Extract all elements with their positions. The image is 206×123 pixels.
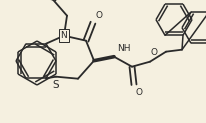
Text: N: N — [61, 31, 67, 40]
Text: O: O — [96, 11, 103, 20]
Text: NH: NH — [117, 44, 130, 53]
Text: O: O — [136, 88, 143, 97]
Text: O: O — [151, 48, 158, 57]
Text: S: S — [53, 80, 59, 90]
